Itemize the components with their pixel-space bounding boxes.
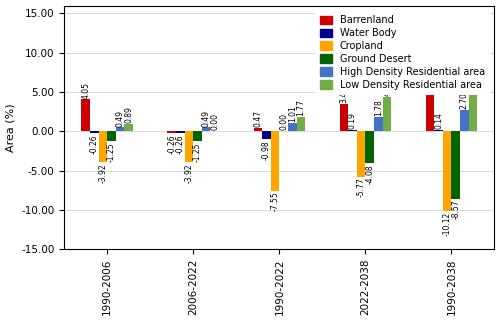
Y-axis label: Area (%): Area (%)	[6, 103, 16, 152]
Bar	[168, 131, 176, 133]
Bar	[107, 131, 116, 141]
Bar	[124, 124, 133, 131]
Bar	[357, 131, 366, 177]
Bar	[262, 131, 270, 139]
Text: 0.89: 0.89	[124, 107, 133, 123]
Bar	[270, 131, 280, 191]
Bar	[382, 97, 391, 131]
Text: 1.77: 1.77	[296, 100, 306, 117]
Text: 4.05: 4.05	[81, 82, 90, 99]
Text: -0.26: -0.26	[168, 134, 176, 154]
Text: -10.12: -10.12	[442, 212, 452, 236]
Text: 0.49: 0.49	[202, 109, 210, 126]
Text: -3.92: -3.92	[184, 163, 194, 183]
Text: 0.00: 0.00	[279, 113, 288, 130]
Bar	[288, 123, 296, 131]
Text: -0.26: -0.26	[90, 134, 99, 154]
Text: -5.77: -5.77	[356, 178, 366, 197]
Text: -3.92: -3.92	[98, 163, 108, 183]
Bar	[434, 130, 443, 131]
Bar	[296, 117, 305, 131]
Bar	[366, 131, 374, 163]
Bar	[426, 54, 434, 131]
Bar	[116, 127, 124, 131]
Bar	[90, 131, 98, 133]
Bar	[98, 131, 107, 162]
Bar	[374, 117, 382, 131]
Text: 0.14: 0.14	[434, 112, 443, 129]
Text: 1.01: 1.01	[288, 106, 296, 122]
Text: -1.25: -1.25	[193, 142, 202, 161]
Text: 0.47: 0.47	[254, 110, 262, 127]
Bar	[176, 131, 184, 133]
Bar	[443, 131, 452, 211]
Text: 0.00: 0.00	[210, 113, 220, 130]
Text: 0.49: 0.49	[116, 109, 124, 126]
Text: 6.05: 6.05	[468, 66, 477, 83]
Bar	[468, 84, 477, 131]
Text: -1.25: -1.25	[107, 142, 116, 161]
Text: 4.40: 4.40	[382, 79, 392, 96]
Text: 3.49: 3.49	[340, 86, 348, 103]
Bar	[254, 128, 262, 131]
Text: 2.70: 2.70	[460, 92, 469, 109]
Text: -4.08: -4.08	[365, 164, 374, 184]
Text: -0.26: -0.26	[176, 134, 185, 154]
Legend: Barrenland, Water Body, Cropland, Ground Desert, High Density Residential area, : Barrenland, Water Body, Cropland, Ground…	[316, 10, 490, 95]
Text: -0.98: -0.98	[262, 140, 271, 160]
Bar	[340, 104, 348, 131]
Text: 0.19: 0.19	[348, 112, 357, 129]
Bar	[202, 127, 210, 131]
Text: 9.81: 9.81	[426, 37, 434, 53]
Text: 1.78: 1.78	[374, 100, 383, 117]
Text: -7.55: -7.55	[270, 192, 280, 211]
Bar	[184, 131, 194, 162]
Bar	[348, 130, 357, 131]
Text: -8.57: -8.57	[451, 200, 460, 219]
Bar	[194, 131, 202, 141]
Bar	[452, 131, 460, 199]
Bar	[82, 100, 90, 131]
Bar	[460, 110, 468, 131]
